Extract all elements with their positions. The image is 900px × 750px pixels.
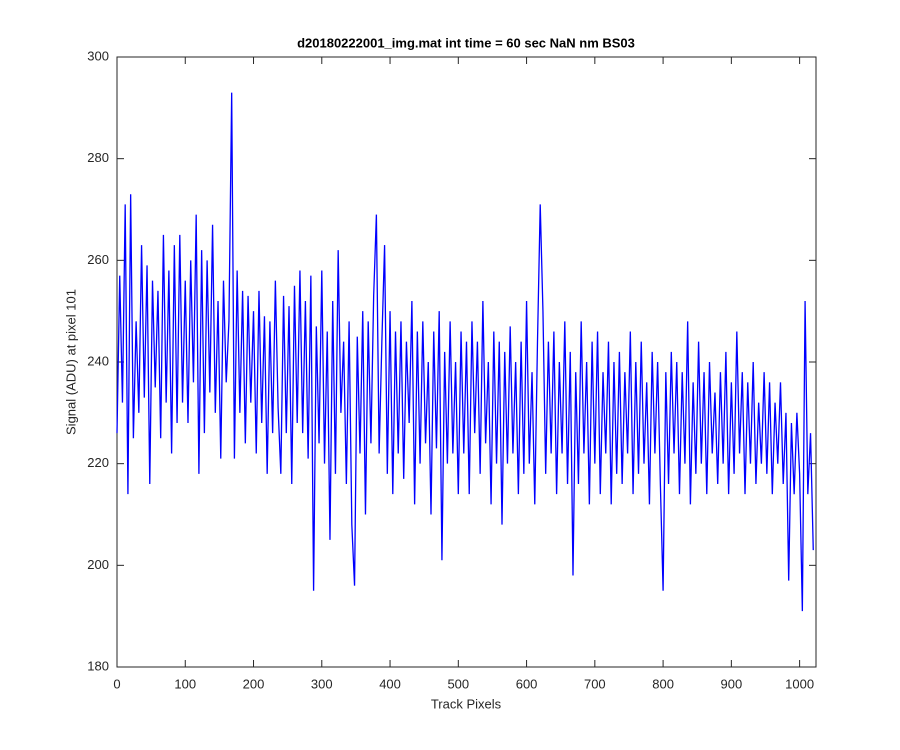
chart-title: d20180222001_img.mat int time = 60 sec N… [297,35,635,50]
x-tick-label: 800 [652,676,674,691]
x-axis-label: Track Pixels [431,696,502,711]
x-tick-label: 500 [447,676,469,691]
x-tick-label: 100 [174,676,196,691]
x-tick-label: 900 [721,676,743,691]
data-line [116,92,814,612]
y-tick-label: 180 [87,658,109,673]
x-tick-label: 300 [311,676,333,691]
x-tick-label: 700 [584,676,606,691]
x-tick-label: 400 [379,676,401,691]
y-tick-label: 300 [87,48,109,63]
x-tick-label: 1000 [785,676,814,691]
y-tick-label: 200 [87,557,109,572]
y-tick-label: 260 [87,252,109,267]
y-axis-label: Signal (ADU) at pixel 101 [63,289,78,435]
x-tick-label: 0 [113,676,120,691]
x-tick-label: 200 [243,676,265,691]
x-tick-label: 600 [516,676,538,691]
y-tick-label: 220 [87,455,109,470]
y-tick-label: 240 [87,353,109,368]
y-tick-label: 280 [87,150,109,165]
